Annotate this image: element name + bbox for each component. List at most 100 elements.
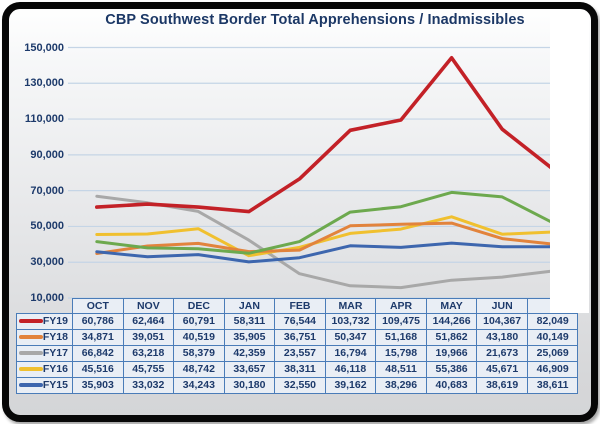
value-cell: 46,118	[324, 360, 377, 378]
value-cell: 60,791	[173, 312, 225, 330]
value-cell: 46,909	[526, 360, 579, 378]
value-cell: 104,367	[476, 312, 528, 330]
value-cell: 25,069	[526, 344, 579, 362]
value-cell: 50,347	[324, 328, 377, 346]
y-axis-label: 90,000	[30, 148, 64, 161]
table-row: FY19 60,786 62,464 60,791 58,311 76,544 103,73…	[15, 312, 579, 330]
fy19-legend-label: FY19	[42, 315, 68, 327]
fy15-legend-cell: FY15	[15, 376, 73, 394]
fy19-legend-cell: FY19	[15, 312, 73, 330]
white-coverup-box	[550, 9, 589, 313]
value-cell: 40,683	[425, 376, 478, 394]
value-cell: 30,180	[223, 376, 276, 394]
fy19-legend-swatch	[18, 319, 43, 323]
value-cell: 15,798	[375, 344, 427, 362]
value-cell: 62,464	[122, 312, 175, 330]
month-header-cell: MAR	[324, 297, 377, 314]
y-axis-label: 130,000	[24, 77, 64, 90]
month-header-cell: JAN	[223, 297, 276, 314]
fy15-legend-label: FY15	[42, 379, 68, 391]
y-axis-label: 110,000	[24, 113, 64, 126]
value-cell: 82,049	[526, 312, 579, 330]
value-cell: 58,311	[223, 312, 276, 330]
y-axis-label: 10,000	[30, 292, 64, 304]
month-header-cell: APR	[375, 297, 427, 314]
value-cell: 38,619	[476, 376, 528, 394]
value-cell: 58,379	[173, 344, 225, 362]
table-row: FY15 35,903 33,032 34,243 30,180 32,550 39,162…	[15, 376, 579, 394]
y-axis-label: 30,000	[30, 256, 64, 269]
month-header-cell: MAY	[425, 297, 478, 314]
fy17-legend-label: FY17	[42, 347, 68, 359]
value-cell: 42,359	[223, 344, 276, 362]
value-cell: 45,755	[122, 360, 175, 378]
fy17-legend-swatch	[18, 351, 43, 355]
value-cell: 35,903	[72, 376, 124, 394]
value-cell: 144,266	[425, 312, 478, 330]
month-header-cell: JUN	[476, 297, 528, 314]
value-cell: 16,794	[324, 344, 377, 362]
value-cell: 23,557	[274, 344, 326, 362]
value-cell: 43,180	[476, 328, 528, 346]
table-body: OCT NOV DEC JAN FEB MAR APR MAY JUN FY19 60,786 62,…	[15, 297, 579, 394]
value-cell: 48,511	[375, 360, 427, 378]
value-cell: 48,742	[173, 360, 225, 378]
month-header-cell: DEC	[173, 297, 225, 314]
month-header-cell: OCT	[72, 297, 124, 314]
value-cell: 51,168	[375, 328, 427, 346]
value-cell: 40,519	[173, 328, 225, 346]
fy18-legend-swatch	[18, 335, 43, 339]
value-cell: 76,544	[274, 312, 326, 330]
fy15-line	[95, 241, 555, 264]
chart-title: CBP Southwest Border Total Apprehensions…	[105, 12, 525, 28]
value-cell: 36,751	[274, 328, 326, 346]
month-header-cell: FEB	[274, 297, 326, 314]
value-cell: 34,243	[173, 376, 225, 394]
value-cell: 45,516	[72, 360, 124, 378]
fy16-legend-label: FY16	[42, 363, 68, 375]
fy15-legend-swatch	[18, 383, 43, 387]
fy19-line	[95, 55, 555, 214]
fy18-legend-label: FY18	[42, 331, 68, 343]
fy17-line	[95, 194, 555, 290]
value-cell: 51,862	[425, 328, 478, 346]
value-cell: 60,786	[72, 312, 124, 330]
fy16-legend-cell: FY16	[15, 360, 73, 378]
value-cell: 33,032	[122, 376, 175, 394]
data-table: OCT NOV DEC JAN FEB MAR APR MAY JUN FY19 60,786 62,…	[15, 297, 579, 394]
y-axis-label: 150,000	[24, 41, 64, 54]
table-row: FY18 34,871 39,051 40,519 35,905 36,751 50,347…	[15, 328, 579, 346]
value-cell: 66,842	[72, 344, 124, 362]
value-cell: 38,611	[526, 376, 579, 394]
value-cell: 39,162	[324, 376, 377, 394]
table-row: FY16 45,516 45,755 48,742 33,657 38,311 46,118…	[15, 360, 579, 378]
value-cell: 35,905	[223, 328, 276, 346]
y-axis-label: 50,000	[30, 220, 64, 233]
value-cell: 40,149	[526, 328, 579, 346]
month-header-cell: NOV	[122, 297, 175, 314]
value-cell: 33,657	[223, 360, 276, 378]
corner-ghost-cell	[16, 298, 73, 313]
value-cell: 32,550	[274, 376, 326, 394]
value-cell: 21,673	[476, 344, 528, 362]
y-axis-labels: 150,000 130,000 110,000 90,000 70,000 50,000 3…	[14, 0, 64, 310]
fy16-line	[95, 215, 555, 258]
unlabeled-green-line	[95, 190, 555, 255]
value-cell: 45,671	[476, 360, 528, 378]
value-cell: 103,732	[324, 312, 377, 330]
value-cell: 34,871	[72, 328, 124, 346]
value-cell: 38,296	[375, 376, 427, 394]
value-cell: 38,311	[274, 360, 326, 378]
fy18-legend-cell: FY18	[15, 328, 73, 346]
value-cell: 63,218	[122, 344, 175, 362]
value-cell: 55,386	[425, 360, 478, 378]
value-cell: 39,051	[122, 328, 175, 346]
fy17-legend-cell: FY17	[15, 344, 73, 362]
fy18-line	[95, 221, 555, 255]
fy16-legend-swatch	[18, 367, 43, 371]
y-axis-label: 70,000	[30, 184, 64, 197]
value-cell: 19,966	[425, 344, 478, 362]
value-cell: 109,475	[375, 312, 427, 330]
table-row: FY17 66,842 63,218 58,379 42,359 23,557 16,794…	[15, 344, 579, 362]
